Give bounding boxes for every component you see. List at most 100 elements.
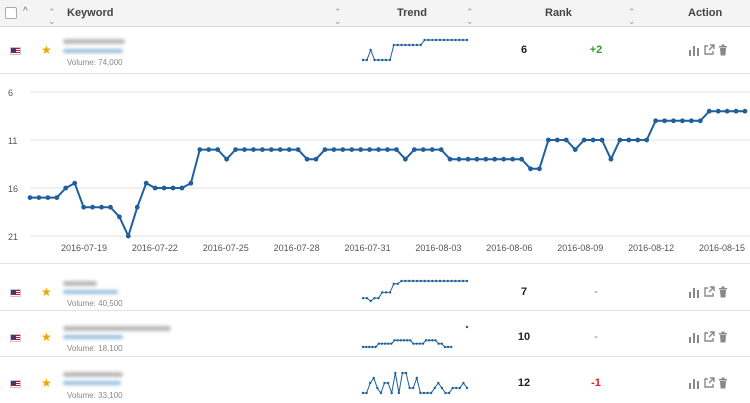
sparkline-point — [369, 299, 372, 303]
series-point — [116, 214, 122, 220]
keyword-url[interactable] — [63, 381, 121, 385]
series-point — [465, 156, 471, 162]
trash-icon[interactable] — [717, 331, 729, 343]
sparkline-point — [404, 371, 408, 375]
trash-icon[interactable] — [717, 377, 729, 389]
sort-arrows-icon[interactable]: ⌃ ⌄ — [628, 7, 636, 26]
series-point — [54, 195, 60, 200]
y-tick-label: 21 — [8, 232, 18, 242]
keyword-url[interactable] — [63, 49, 123, 53]
trend-sparkline[interactable] — [360, 278, 470, 304]
series-point — [36, 195, 42, 200]
sparkline-point — [411, 279, 415, 283]
sparkline-point — [384, 291, 388, 294]
star-icon[interactable]: ★ — [41, 330, 52, 344]
sparkline-point — [424, 339, 428, 342]
series-point — [411, 147, 417, 152]
trend-sparkline[interactable] — [360, 324, 470, 350]
series-point — [385, 147, 390, 152]
sparkline-point — [427, 339, 431, 342]
sort-arrows-icon[interactable]: ⌃ ⌄ — [334, 7, 342, 26]
star-icon[interactable]: ★ — [41, 285, 52, 299]
sparkline-point — [421, 342, 425, 345]
x-tick-label: 2016-08-03 — [415, 243, 461, 253]
star-icon[interactable]: ★ — [41, 376, 52, 390]
sort-arrows-icon[interactable]: ⌃ ⌄ — [48, 7, 56, 26]
series-point — [99, 204, 104, 210]
sparkline-point — [383, 381, 386, 385]
table-row[interactable]: ★ Volume: 74,000 6 +2 — [0, 27, 750, 74]
sort-arrows-icon[interactable]: ⌃ ⌄ — [466, 7, 474, 26]
volume-label: Volume: 33,100 — [67, 391, 123, 400]
table-row[interactable]: ★ Volume: 40,500 7 - — [0, 265, 750, 311]
series-point — [733, 108, 739, 114]
sparkline-point — [433, 386, 436, 390]
trend-sparkline[interactable] — [360, 37, 470, 63]
sparkline-point — [376, 386, 379, 390]
caret-up-icon[interactable]: ^ — [23, 6, 28, 17]
table-row[interactable]: ★ Volume: 33,100 12 -1 — [0, 357, 750, 403]
keyword-text[interactable] — [63, 372, 123, 377]
series-point — [81, 204, 87, 210]
sparkline-point — [450, 38, 453, 42]
sparkline-point — [442, 279, 446, 283]
keyword-text[interactable] — [63, 39, 125, 44]
sparkline-point — [450, 279, 453, 283]
column-header-trend[interactable]: Trend — [397, 7, 427, 19]
series-point — [581, 137, 587, 143]
bar-chart-icon[interactable] — [688, 331, 700, 343]
us-flag-icon — [10, 334, 21, 342]
sparkline-point — [374, 345, 377, 349]
sparkline-point — [409, 339, 412, 342]
external-link-icon[interactable] — [703, 331, 715, 343]
series-point — [286, 147, 292, 152]
series-point — [188, 180, 194, 186]
trash-icon[interactable] — [717, 286, 729, 298]
sparkline-point — [451, 386, 454, 390]
sparkline-point — [415, 376, 418, 380]
column-header-rank[interactable]: Rank — [545, 7, 572, 19]
series-point — [90, 204, 95, 210]
keyword-url[interactable] — [63, 335, 123, 339]
sparkline-point — [379, 391, 383, 395]
keyword-url[interactable] — [63, 290, 118, 294]
sparkline-point — [429, 391, 433, 395]
sparkline-point — [437, 381, 440, 385]
sparkline-point — [426, 391, 429, 395]
series-point — [251, 147, 256, 152]
column-header-action: Action — [688, 7, 723, 19]
series-point — [608, 156, 614, 162]
sparkline-point — [412, 342, 415, 345]
column-header-keyword[interactable]: Keyword — [67, 7, 114, 19]
sparkline-line — [363, 39, 467, 61]
bar-chart-icon[interactable] — [688, 286, 700, 298]
series-point — [161, 185, 167, 191]
bar-chart-icon[interactable] — [688, 377, 700, 389]
select-all-checkbox[interactable] — [5, 7, 17, 19]
series-point — [108, 204, 113, 210]
series-point — [599, 137, 605, 143]
external-link-icon[interactable] — [703, 377, 715, 389]
sparkline-point — [387, 342, 390, 345]
bar-chart-icon[interactable] — [688, 44, 700, 56]
keyword-text[interactable] — [63, 326, 171, 331]
sparkline-point — [361, 345, 365, 349]
sparkline-point — [400, 279, 403, 283]
series-point — [456, 156, 462, 162]
series-point — [510, 156, 516, 162]
x-tick-label: 2016-08-06 — [486, 243, 532, 253]
series-point — [295, 147, 301, 152]
trash-icon[interactable] — [717, 44, 729, 56]
sparkline-point — [423, 279, 426, 283]
sparkline-point — [446, 345, 450, 349]
series-point — [367, 147, 373, 152]
keyword-text[interactable] — [63, 281, 97, 286]
sparkline-point — [415, 342, 418, 345]
sparkline-point — [365, 391, 368, 395]
external-link-icon[interactable] — [703, 286, 715, 298]
series-point — [259, 147, 265, 152]
trend-sparkline[interactable] — [360, 370, 470, 396]
external-link-icon[interactable] — [703, 44, 715, 56]
table-row[interactable]: ★ Volume: 18,100 10 - — [0, 311, 750, 357]
star-icon[interactable]: ★ — [41, 43, 52, 57]
